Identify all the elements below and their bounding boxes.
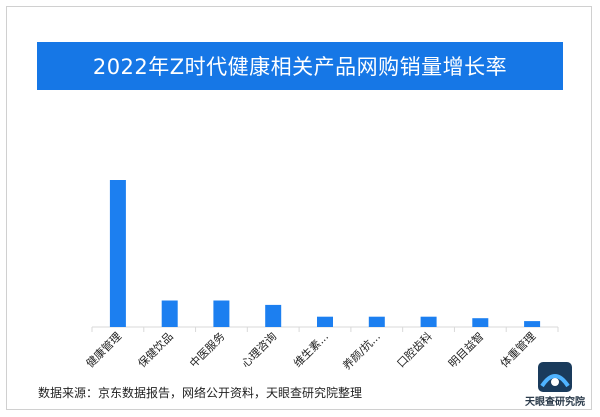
x-tick-label: 明目益智	[445, 329, 486, 370]
bar-6	[420, 316, 437, 327]
x-tick-label: 口腔齿科	[394, 329, 435, 370]
chart-title: 2022年Z时代健康相关产品网购销量增长率	[37, 42, 563, 90]
bar-2	[213, 300, 230, 327]
tianyancha-logo-icon: 天眼查研究院	[524, 360, 586, 408]
x-tick-label: 保健饮品	[135, 329, 176, 370]
source-note: 数据来源：京东数据报告，网络公开资料，天眼查研究院整理	[38, 386, 363, 400]
x-tick-label: 健康管理	[83, 329, 124, 370]
logo-text: 天眼查研究院	[525, 397, 585, 408]
bar-8	[524, 321, 541, 327]
x-tick-label: 中医服务	[187, 330, 227, 370]
x-tick-label: 心理咨询	[238, 329, 279, 370]
bar-0	[109, 180, 126, 327]
x-tick-label: 维生素...	[290, 329, 331, 370]
bar-4	[317, 316, 333, 327]
x-tick-label: 养颜/抗...	[340, 329, 383, 372]
figure-frame	[6, 6, 592, 410]
bar-3	[265, 304, 282, 327]
bar-1	[161, 300, 178, 327]
bar-7	[472, 318, 489, 327]
bar-5	[368, 316, 385, 327]
